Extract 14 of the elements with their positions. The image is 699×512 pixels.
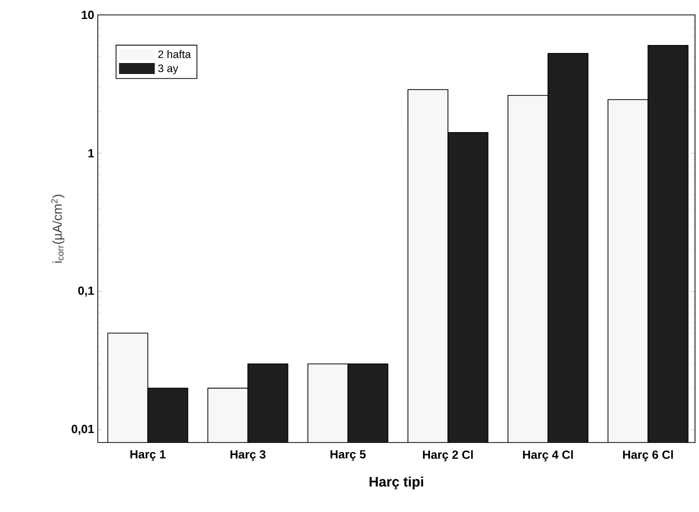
legend-label: 3 ay: [158, 64, 178, 74]
x-axis-title: Harç tipi: [370, 476, 424, 490]
legend-label: 2 hafta: [158, 50, 191, 58]
y-tick-label: 1: [88, 149, 94, 158]
x-tick-label: Harç 2 Cl: [423, 450, 473, 462]
x-tick-label: Harç 6 Cl: [623, 450, 673, 462]
x-tick-label: Harç 1: [130, 450, 166, 461]
x-tick-label: Harç 5: [330, 450, 366, 461]
y-tick-label: 10: [82, 10, 94, 20]
y-tick-label: 0,1: [78, 286, 94, 297]
y-axis-title: i$_{corr}$(µA/cm$^{2}$): [51, 194, 64, 263]
x-tick-label: Harç 3: [230, 450, 266, 461]
x-tick-label: Harç 4 Cl: [523, 450, 573, 462]
y-tick-label: 0,01: [72, 424, 94, 435]
